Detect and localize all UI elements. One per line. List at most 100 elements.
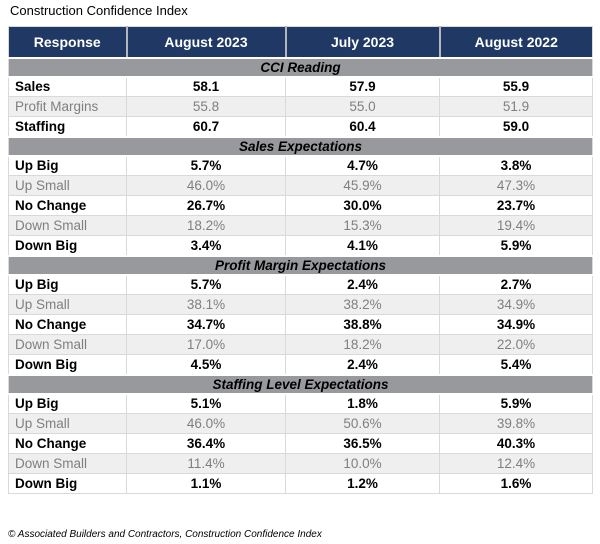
value-cell: 19.4% [439, 215, 593, 236]
value-cell: 30.0% [285, 195, 440, 216]
value-cell: 22.0% [439, 334, 593, 355]
value-cell: 4.7% [285, 155, 440, 176]
page-title: Construction Confidence Index [10, 3, 188, 18]
value-cell: 10.0% [285, 453, 440, 474]
value-cell: 59.0 [439, 116, 593, 137]
row-label-cell: Down Big [8, 473, 127, 494]
column-header-july-2023: July 2023 [284, 26, 440, 59]
header-row: Response August 2023 July 2023 August 20… [8, 26, 593, 59]
table-row: Down Small 11.4% 10.0% 12.4% [8, 453, 593, 474]
section-header-row: CCI Reading [8, 56, 593, 78]
row-label-cell: Up Big [8, 393, 127, 414]
section-header-cell: Staffing Level Expectations [8, 373, 593, 395]
value-cell: 36.4% [126, 433, 286, 454]
section-header-cell: Sales Expectations [8, 135, 593, 157]
value-cell: 2.7% [439, 274, 593, 295]
table-row: Down Big 1.1% 1.2% 1.6% [8, 473, 593, 494]
table-row: Sales 58.1 57.9 55.9 [8, 76, 593, 97]
value-cell: 55.9 [439, 76, 593, 97]
table-row: Up Big 5.1% 1.8% 5.9% [8, 393, 593, 414]
value-cell: 45.9% [285, 175, 440, 196]
column-header-august-2023: August 2023 [125, 26, 286, 59]
value-cell: 38.8% [285, 314, 440, 335]
value-cell: 58.1 [126, 76, 286, 97]
table-row: Up Small 46.0% 50.6% 39.8% [8, 413, 593, 434]
column-header-response: Response [8, 26, 127, 59]
value-cell: 18.2% [285, 334, 440, 355]
value-cell: 38.2% [285, 294, 440, 315]
section-header-row: Staffing Level Expectations [8, 373, 593, 395]
table-row: Down Big 3.4% 4.1% 5.9% [8, 235, 593, 256]
table-row: No Change 36.4% 36.5% 40.3% [8, 433, 593, 454]
table-row: Profit Margins 55.8 55.0 51.9 [8, 96, 593, 117]
value-cell: 60.4 [285, 116, 440, 137]
table-row: Down Big 4.5% 2.4% 5.4% [8, 354, 593, 375]
value-cell: 26.7% [126, 195, 286, 216]
row-label-cell: Staffing [8, 116, 127, 137]
row-label-cell: Up Small [8, 175, 127, 196]
value-cell: 47.3% [439, 175, 593, 196]
value-cell: 1.2% [285, 473, 440, 494]
value-cell: 1.1% [126, 473, 286, 494]
value-cell: 39.8% [439, 413, 593, 434]
value-cell: 2.4% [285, 354, 440, 375]
section-header-row: Sales Expectations [8, 135, 593, 157]
value-cell: 12.4% [439, 453, 593, 474]
value-cell: 4.1% [285, 235, 440, 256]
row-label-cell: Down Small [8, 215, 127, 236]
row-label-cell: Up Small [8, 294, 127, 315]
column-header-august-2022: August 2022 [438, 26, 593, 59]
cci-table: Response August 2023 July 2023 August 20… [8, 26, 593, 494]
section-header-row: Profit Margin Expectations [8, 254, 593, 276]
table-row: No Change 26.7% 30.0% 23.7% [8, 195, 593, 216]
value-cell: 51.9 [439, 96, 593, 117]
table-header: Response August 2023 July 2023 August 20… [8, 26, 593, 59]
source-note: © Associated Builders and Contractors, C… [8, 529, 322, 540]
section-header-cell: CCI Reading [8, 56, 593, 78]
value-cell: 46.0% [126, 413, 286, 434]
row-label-cell: No Change [8, 195, 127, 216]
table-row: Staffing 60.7 60.4 59.0 [8, 116, 593, 137]
table-row: Down Small 17.0% 18.2% 22.0% [8, 334, 593, 355]
value-cell: 5.9% [439, 393, 593, 414]
value-cell: 50.6% [285, 413, 440, 434]
value-cell: 34.9% [439, 294, 593, 315]
row-label-cell: Down Small [8, 334, 127, 355]
row-label-cell: Up Big [8, 155, 127, 176]
table-row: Up Big 5.7% 2.4% 2.7% [8, 274, 593, 295]
table-body: CCI Reading Sales 58.1 57.9 55.9 Profit Margi… [8, 56, 593, 494]
row-label-cell: No Change [8, 433, 127, 454]
value-cell: 46.0% [126, 175, 286, 196]
value-cell: 11.4% [126, 453, 286, 474]
table-row: No Change 34.7% 38.8% 34.9% [8, 314, 593, 335]
value-cell: 23.7% [439, 195, 593, 216]
value-cell: 5.7% [126, 155, 286, 176]
row-label-cell: No Change [8, 314, 127, 335]
row-label-cell: Down Small [8, 453, 127, 474]
value-cell: 2.4% [285, 274, 440, 295]
row-label-cell: Down Big [8, 235, 127, 256]
value-cell: 40.3% [439, 433, 593, 454]
value-cell: 57.9 [285, 76, 440, 97]
value-cell: 15.3% [285, 215, 440, 236]
value-cell: 36.5% [285, 433, 440, 454]
value-cell: 1.6% [439, 473, 593, 494]
value-cell: 60.7 [126, 116, 286, 137]
table-row: Up Small 46.0% 45.9% 47.3% [8, 175, 593, 196]
table-row: Up Small 38.1% 38.2% 34.9% [8, 294, 593, 315]
value-cell: 5.1% [126, 393, 286, 414]
value-cell: 55.0 [285, 96, 440, 117]
row-label-cell: Sales [8, 76, 127, 97]
value-cell: 38.1% [126, 294, 286, 315]
table-row: Down Small 18.2% 15.3% 19.4% [8, 215, 593, 236]
value-cell: 17.0% [126, 334, 286, 355]
value-cell: 18.2% [126, 215, 286, 236]
value-cell: 34.9% [439, 314, 593, 335]
value-cell: 34.7% [126, 314, 286, 335]
value-cell: 5.9% [439, 235, 593, 256]
row-label-cell: Profit Margins [8, 96, 127, 117]
row-label-cell: Up Big [8, 274, 127, 295]
value-cell: 3.8% [439, 155, 593, 176]
section-header-cell: Profit Margin Expectations [8, 254, 593, 276]
row-label-cell: Down Big [8, 354, 127, 375]
